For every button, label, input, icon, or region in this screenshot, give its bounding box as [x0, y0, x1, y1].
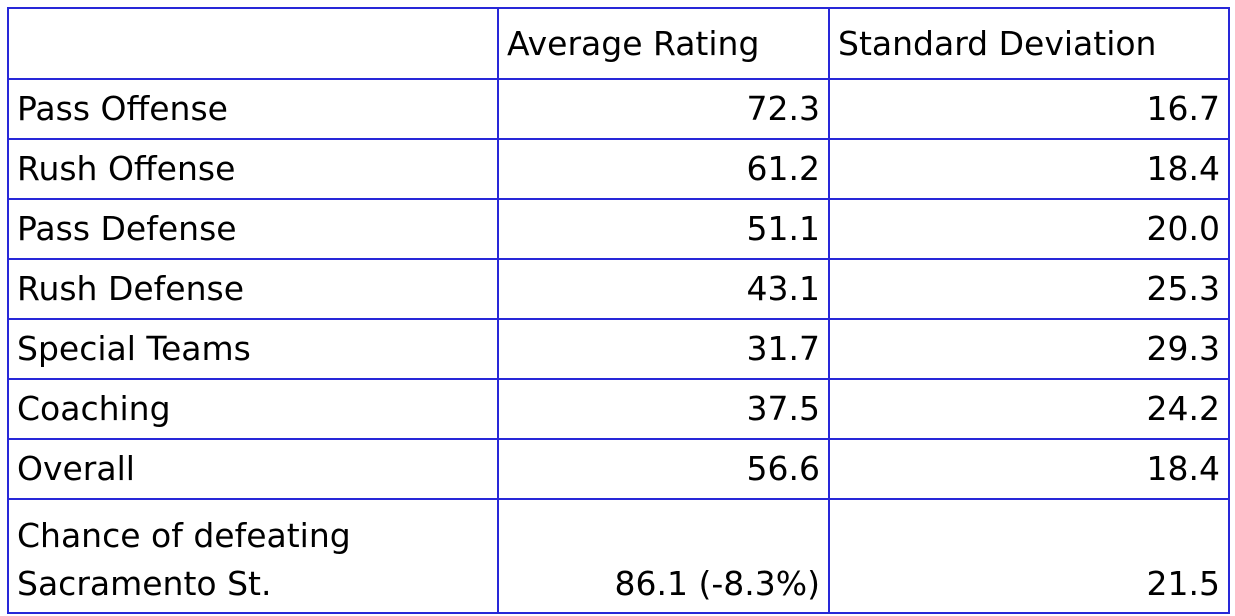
value-cell: 16.7	[828, 78, 1230, 140]
row-label: Pass Offense	[7, 78, 499, 140]
value-cell: 24.2	[828, 378, 1230, 440]
value-cell: 86.1 (-8.3%)	[497, 498, 830, 614]
row-label: Rush Defense	[7, 258, 499, 320]
row-label: Pass Defense	[7, 198, 499, 260]
value-cell: 29.3	[828, 318, 1230, 380]
table-row: Rush Offense 61.2 18.4	[7, 138, 1230, 200]
row-label: Chance of defeating Sacramento St.	[7, 498, 499, 614]
value-cell: 56.6	[497, 438, 830, 500]
value-cell: 21.5	[828, 498, 1230, 614]
header-row: Average Rating Standard Deviation	[7, 7, 1230, 80]
table-body: Average Rating Standard Deviation Pass O…	[7, 7, 1230, 614]
ratings-table: Average Rating Standard Deviation Pass O…	[7, 7, 1230, 614]
value-cell: 18.4	[828, 138, 1230, 200]
header-cell: Average Rating	[497, 7, 830, 80]
header-cell	[7, 7, 499, 80]
table-row: Chance of defeating Sacramento St. 86.1 (…	[7, 498, 1230, 614]
table-row: Overall 56.6 18.4	[7, 438, 1230, 500]
row-label: Rush Offense	[7, 138, 499, 200]
value-cell: 31.7	[497, 318, 830, 380]
value-cell: 43.1	[497, 258, 830, 320]
value-cell: 20.0	[828, 198, 1230, 260]
row-label: Overall	[7, 438, 499, 500]
table-row: Rush Defense 43.1 25.3	[7, 258, 1230, 320]
row-label: Coaching	[7, 378, 499, 440]
value-cell: 51.1	[497, 198, 830, 260]
table-row: Pass Defense 51.1 20.0	[7, 198, 1230, 260]
value-cell: 37.5	[497, 378, 830, 440]
value-cell: 25.3	[828, 258, 1230, 320]
header-cell: Standard Deviation	[828, 7, 1230, 80]
value-cell: 72.3	[497, 78, 830, 140]
value-cell: 61.2	[497, 138, 830, 200]
table-row: Coaching 37.5 24.2	[7, 378, 1230, 440]
value-cell: 18.4	[828, 438, 1230, 500]
table-row: Pass Offense 72.3 16.7	[7, 78, 1230, 140]
table-row: Special Teams 31.7 29.3	[7, 318, 1230, 380]
row-label: Special Teams	[7, 318, 499, 380]
